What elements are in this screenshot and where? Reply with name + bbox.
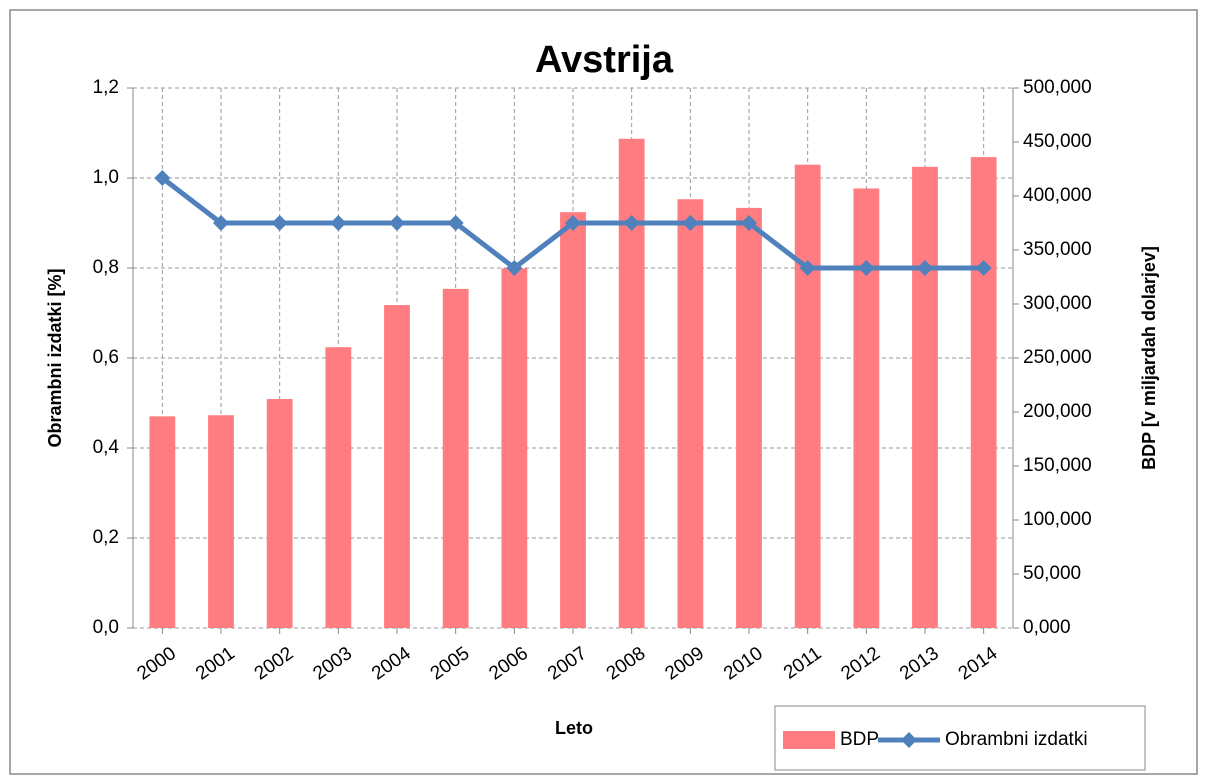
marker	[858, 260, 875, 276]
marker	[682, 215, 699, 231]
bar	[912, 166, 938, 628]
y-axis-title: Obrambni izdatki [%]	[45, 268, 65, 447]
y-tick-label: 0,0	[93, 617, 119, 638]
bar	[149, 416, 176, 628]
marker	[213, 215, 229, 231]
bar	[266, 399, 293, 628]
y2-axis-title: BDP [v miljardah dolarjev]	[1139, 246, 1159, 470]
y2-tick-label: 500,000	[1023, 77, 1092, 98]
marker	[623, 215, 640, 231]
bar	[208, 415, 234, 628]
marker	[799, 260, 816, 276]
bar	[560, 212, 586, 628]
marker	[506, 260, 523, 276]
legend-label: BDP	[840, 729, 879, 750]
bar	[325, 347, 352, 628]
legend-label: Obrambni izdatki	[945, 729, 1088, 750]
marker	[389, 215, 405, 231]
marker	[154, 170, 171, 186]
bar	[384, 305, 410, 628]
bar	[794, 164, 821, 628]
marker	[565, 215, 581, 231]
y-tick-label: 0,6	[93, 347, 119, 368]
y2-tick-label: 350,000	[1023, 239, 1092, 260]
y2-tick-label: 150,000	[1023, 455, 1092, 476]
y2-tick-label: 0,000	[1023, 617, 1071, 638]
y-tick-label: 0,8	[93, 257, 119, 278]
y2-tick-label: 200,000	[1023, 401, 1092, 422]
marker	[271, 215, 288, 231]
bar	[970, 157, 997, 628]
bar	[853, 188, 880, 628]
y2-tick-label: 400,000	[1023, 185, 1092, 206]
x-axis-title: Leto	[555, 718, 593, 738]
bar	[618, 138, 645, 628]
marker	[917, 260, 933, 276]
y2-tick-label: 100,000	[1023, 509, 1092, 530]
y-tick-label: 0,4	[93, 437, 120, 458]
marker	[447, 215, 464, 231]
y-tick-label: 0,2	[93, 527, 119, 548]
bar	[677, 199, 704, 629]
legend-box	[774, 705, 1146, 771]
chart-title: Avstrija	[535, 39, 674, 81]
chart-frame	[9, 9, 1198, 775]
y-tick-label: 1,0	[93, 167, 119, 188]
marker	[330, 215, 347, 231]
bar	[736, 207, 762, 628]
y2-tick-label: 300,000	[1023, 293, 1092, 314]
bar	[501, 268, 528, 628]
y2-tick-label: 50,000	[1023, 563, 1081, 584]
marker	[741, 215, 757, 231]
bar	[442, 288, 469, 628]
y-tick-label: 1,2	[93, 77, 119, 98]
marker	[975, 260, 992, 276]
legend-marker	[901, 732, 917, 748]
legend-swatch	[783, 731, 835, 749]
y2-tick-label: 450,000	[1023, 131, 1092, 152]
y2-tick-label: 250,000	[1023, 347, 1092, 368]
